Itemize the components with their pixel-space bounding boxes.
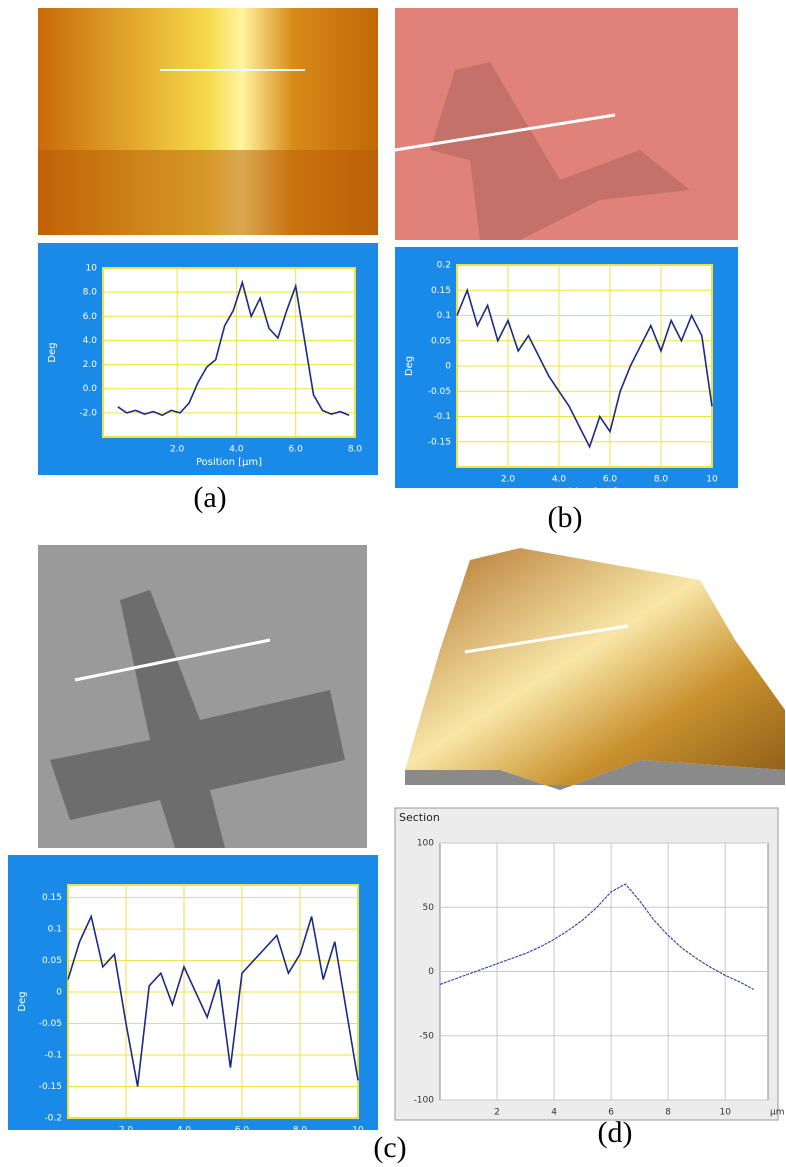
y-tick-label: 10	[86, 264, 98, 274]
plot-area	[68, 885, 358, 1118]
y-tick-label: -100	[414, 1096, 435, 1106]
y-tick-label: 2.0	[83, 360, 98, 370]
panel-caption: (c)	[373, 1131, 406, 1164]
x-axis-label: Position [µm]	[551, 487, 617, 498]
y-tick-label: -0.15	[39, 1082, 62, 1092]
y-tick-label: 0.05	[42, 956, 62, 966]
y-tick-label: 6.0	[83, 312, 98, 322]
x-tick-label: 8.0	[293, 1126, 308, 1136]
y-tick-label: -0.1	[44, 1051, 62, 1061]
y-tick-label: 0.15	[42, 893, 62, 903]
x-unit-label: µm	[770, 1108, 785, 1118]
x-tick-label: 2.0	[170, 445, 185, 455]
y-tick-label: 0.1	[437, 311, 451, 321]
y-tick-label: -0.2	[44, 1114, 62, 1124]
x-tick-label: 6.0	[235, 1126, 250, 1136]
y-tick-label: 4.0	[83, 336, 98, 346]
x-axis-label: Position [µm]	[196, 457, 262, 468]
x-tick-label: 4.0	[229, 445, 244, 455]
y-tick-label: 0	[445, 362, 451, 372]
x-tick-label: 2.0	[119, 1126, 134, 1136]
y-tick-label: -0.1	[433, 412, 451, 422]
afm-3d-image	[405, 548, 785, 790]
figure: -2.0 0.0 2.0 4.0 6.0 8.0 10 2.0 4.0 6.0 8.0 Deg Posi…	[0, 0, 786, 1167]
y-tick-label: -0.05	[39, 1019, 62, 1029]
panel-caption: (a)	[193, 481, 226, 514]
y-tick-label: 0.1	[48, 925, 62, 935]
panel-caption: (b)	[548, 501, 583, 534]
y-tick-label: 0	[56, 988, 62, 998]
x-tick-label: 8.0	[348, 445, 363, 455]
x-tick-label: 10	[706, 475, 718, 485]
y-tick-label: -0.05	[428, 387, 451, 397]
y-axis-label: Deg	[47, 342, 58, 362]
y-tick-label: 8.0	[83, 288, 98, 298]
y-tick-label: -50	[419, 1031, 434, 1041]
x-tick-label: 8.0	[654, 475, 669, 485]
afm-image-a	[38, 8, 378, 235]
x-tick-label: 6.0	[289, 445, 304, 455]
y-tick-label: -2.0	[79, 408, 97, 418]
panel-title: Section	[399, 811, 440, 824]
y-tick-label: 0.05	[431, 336, 451, 346]
y-axis-label: Deg	[17, 991, 28, 1011]
y-tick-label: 50	[423, 903, 435, 913]
y-axis-label: Deg	[404, 356, 415, 376]
x-tick-label: 8	[665, 1108, 671, 1118]
plot-area	[103, 268, 355, 437]
y-tick-label: 0.15	[431, 286, 451, 296]
y-tick-label: 0	[428, 967, 434, 977]
x-tick-label: 6.0	[603, 475, 618, 485]
panel-caption: (d)	[598, 1116, 633, 1149]
x-tick-label: 4.0	[552, 475, 567, 485]
x-tick-label: 10	[352, 1126, 364, 1136]
x-tick-label: 2.0	[501, 475, 516, 485]
x-tick-label: 10	[719, 1108, 731, 1118]
y-tick-label: 0.2	[437, 261, 451, 271]
x-tick-label: 4	[551, 1108, 557, 1118]
x-tick-label: 2	[494, 1108, 500, 1118]
y-tick-label: 0.0	[83, 384, 98, 394]
afm-image-b	[395, 8, 738, 240]
afm-image-c	[38, 545, 367, 848]
y-tick-label: 100	[417, 839, 434, 849]
x-axis-label: Position [µm]	[180, 1138, 246, 1149]
y-tick-label: -0.15	[428, 437, 451, 447]
x-tick-label: 4.0	[177, 1126, 192, 1136]
